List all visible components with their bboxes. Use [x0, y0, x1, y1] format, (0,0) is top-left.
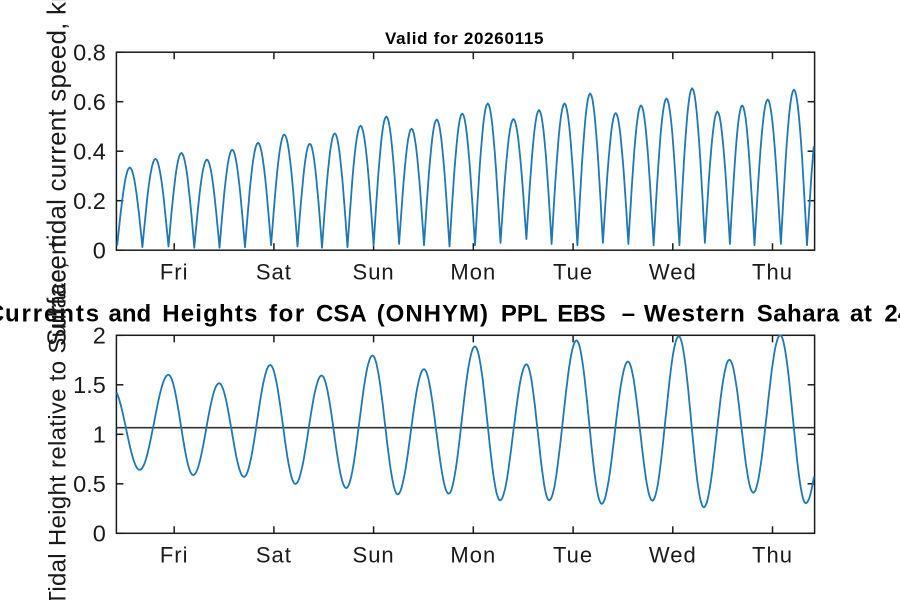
svg-text:Tue: Tue — [553, 543, 593, 568]
svg-text:Mon: Mon — [450, 260, 496, 285]
svg-text:Thu: Thu — [752, 260, 793, 285]
svg-text:CurrentsandHeightsforCSA(ONHYM: CurrentsandHeightsforCSA(ONHYM)PPLEBS–We… — [0, 301, 900, 328]
svg-text:Sat: Sat — [256, 260, 292, 285]
svg-text:0: 0 — [93, 238, 106, 264]
svg-text:Sun: Sun — [353, 543, 395, 568]
svg-text:Tue: Tue — [553, 260, 593, 285]
svg-text:Thu: Thu — [752, 543, 793, 568]
svg-text:0.4: 0.4 — [73, 139, 106, 165]
svg-text:0.6: 0.6 — [73, 89, 106, 115]
svg-text:Surface tidal current speed, k: Surface tidal current speed, knots — [42, 0, 72, 346]
svg-text:1: 1 — [93, 422, 106, 448]
svg-text:Sat: Sat — [256, 543, 292, 568]
svg-text:Tidal Height relative to Surfa: Tidal Height relative to Surface, m — [45, 235, 72, 600]
svg-text:0.5: 0.5 — [73, 471, 106, 497]
svg-text:Sun: Sun — [353, 260, 395, 285]
svg-text:Valid for 20260115: Valid for 20260115 — [385, 29, 544, 48]
svg-text:Fri: Fri — [160, 543, 189, 568]
svg-text:2: 2 — [93, 323, 106, 349]
svg-text:0: 0 — [93, 521, 106, 547]
svg-text:0.2: 0.2 — [73, 188, 106, 214]
svg-text:0.8: 0.8 — [73, 40, 106, 66]
svg-text:Wed: Wed — [649, 543, 697, 568]
svg-text:Fri: Fri — [160, 260, 189, 285]
svg-text:1.5: 1.5 — [73, 372, 106, 398]
svg-text:Wed: Wed — [649, 260, 697, 285]
svg-text:Mon: Mon — [450, 543, 496, 568]
